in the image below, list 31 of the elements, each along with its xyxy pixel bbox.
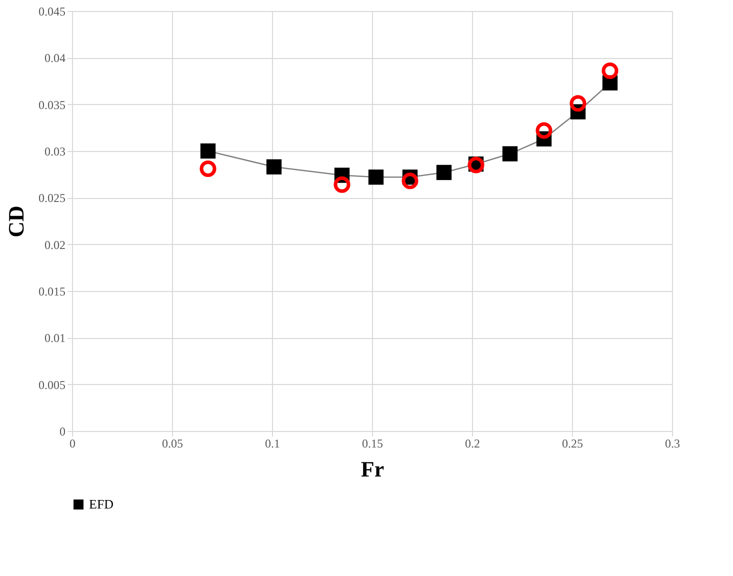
y-tick-label: 0 bbox=[60, 424, 66, 438]
x-tick-label: 0.25 bbox=[562, 436, 583, 450]
y-tick-label: 0.02 bbox=[44, 238, 66, 252]
point bbox=[570, 95, 586, 112]
y-tick-label: 0.045 bbox=[38, 4, 66, 18]
y-tick-label: 0.025 bbox=[38, 191, 66, 206]
y-tick-label: 0.04 bbox=[44, 51, 66, 66]
x-axis-title: Fr bbox=[360, 456, 384, 482]
x-tick-label: 0.1 bbox=[265, 436, 280, 450]
point bbox=[536, 122, 552, 139]
y-tick-label: 0.03 bbox=[44, 144, 66, 158]
point bbox=[266, 159, 282, 174]
y-tick-label: 0.035 bbox=[38, 98, 66, 112]
point bbox=[200, 160, 216, 177]
y-tick-label: 0.01 bbox=[44, 331, 66, 346]
x-tick-label: 0.05 bbox=[162, 436, 183, 450]
x-tick-label: 0 bbox=[70, 436, 76, 450]
x-tick-label: 0.15 bbox=[362, 436, 383, 450]
legend-label: EFD bbox=[89, 496, 114, 512]
point bbox=[602, 62, 618, 79]
y-tick-label: 0.005 bbox=[38, 378, 66, 392]
point bbox=[402, 172, 418, 190]
y-tick-label: 0.015 bbox=[38, 284, 66, 298]
x-tick-label: 0.2 bbox=[465, 436, 480, 450]
point bbox=[436, 164, 452, 180]
point bbox=[368, 170, 384, 185]
x-tick-label: 0.3 bbox=[665, 436, 680, 450]
point bbox=[200, 143, 216, 159]
y-axis-title: CD bbox=[4, 206, 28, 238]
point bbox=[334, 176, 350, 193]
point bbox=[502, 146, 518, 162]
